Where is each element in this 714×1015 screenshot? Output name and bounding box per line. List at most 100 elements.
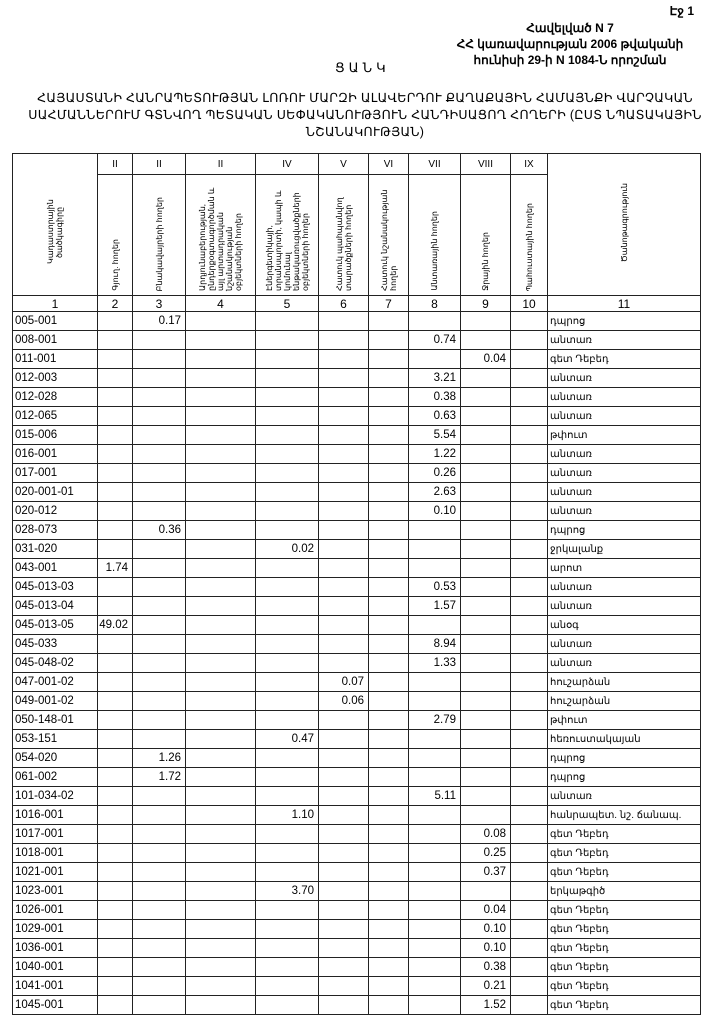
column-number-row: 1 2 3 4 5 6 7 8 9 10 11 (12, 295, 701, 312)
note-cell: դպրոց (547, 767, 701, 787)
note-cell: անտառ (547, 330, 701, 350)
area-cell (368, 786, 409, 806)
area-cell (368, 767, 409, 787)
table-row: 061-002 1.72 դպրոց (12, 767, 701, 787)
cadastral-code: 031-020 (12, 539, 98, 559)
table-row: 101-034-02 5.11 անտառ (12, 786, 701, 806)
table-row: 011-001 0.04 գետ Դեբեդ (12, 349, 701, 369)
area-cell (368, 463, 409, 483)
area-cell (460, 330, 511, 350)
area-cell (318, 501, 369, 521)
area-cell (185, 691, 256, 711)
table-row: 054-020 1.26 դպրոց (12, 748, 701, 768)
header-cell: Ծանոթագրություն (547, 153, 701, 296)
header-text: Էներգետիկայի, տրանսպորտի, կապի և կոմունա… (264, 190, 310, 291)
area-cell (318, 900, 369, 920)
area-cell (510, 881, 548, 901)
area-cell: 1.22 (408, 444, 461, 464)
area-cell (185, 311, 256, 331)
area-cell (132, 615, 186, 635)
area-cell (255, 615, 319, 635)
area-cell: 0.10 (460, 938, 511, 958)
area-cell (185, 463, 256, 483)
area-cell (510, 634, 548, 654)
area-cell (510, 444, 548, 464)
area-cell (510, 919, 548, 939)
cadastral-code: 016-001 (12, 444, 98, 464)
area-cell (185, 368, 256, 388)
note-cell: անտառ (547, 387, 701, 407)
area-cell (132, 691, 186, 711)
area-cell (460, 425, 511, 445)
column-number: 8 (408, 295, 461, 312)
area-cell (132, 805, 186, 825)
table-row: 028-073 0.36 դպրոց (12, 520, 701, 540)
area-cell (132, 406, 186, 426)
list-heading: ՑԱՆԿ (335, 60, 390, 75)
area-cell (510, 463, 548, 483)
note-cell: թփուտ (547, 710, 701, 730)
area-cell (318, 558, 369, 578)
roman-numeral: II (185, 153, 256, 175)
note-cell: գետ Դեբեդ (547, 843, 701, 863)
area-cell (185, 767, 256, 787)
area-cell (368, 387, 409, 407)
area-cell (185, 786, 256, 806)
area-cell (318, 330, 369, 350)
header-text: Ծանոթագրություն (619, 182, 629, 263)
area-cell (185, 444, 256, 464)
column-number: 3 (132, 295, 186, 312)
area-cell (460, 482, 511, 502)
area-cell (255, 425, 319, 445)
area-cell (318, 596, 369, 616)
area-cell (185, 330, 256, 350)
area-cell: 3.21 (408, 368, 461, 388)
note-cell: անտառ (547, 653, 701, 673)
area-cell (185, 596, 256, 616)
area-cell (510, 330, 548, 350)
area-cell: 0.08 (460, 824, 511, 844)
roman-header-row: Կադաստրային ծածկագիրը II II II IV V VI VII VIII I… (12, 153, 701, 296)
cadastral-code: 1045-001 (12, 995, 98, 1015)
table-row: 012-003 3.21 անտառ (12, 368, 701, 388)
column-number: 10 (510, 295, 548, 312)
area-cell (132, 634, 186, 654)
area-cell (185, 995, 256, 1015)
cadastral-code: 1016-001 (12, 805, 98, 825)
area-cell (368, 615, 409, 635)
cadastral-code: 012-028 (12, 387, 98, 407)
area-cell (132, 995, 186, 1015)
note-cell: գետ Դեբեդ (547, 957, 701, 977)
area-cell (255, 520, 319, 540)
cadastral-code: 015-006 (12, 425, 98, 445)
area-cell (255, 843, 319, 863)
cadastral-code: 045-048-02 (12, 653, 98, 673)
cadastral-code: 020-001-01 (12, 482, 98, 502)
area-cell (185, 653, 256, 673)
area-cell: 5.11 (408, 786, 461, 806)
area-cell (132, 425, 186, 445)
area-cell (368, 900, 409, 920)
area-cell (255, 862, 319, 882)
area-cell (97, 976, 133, 996)
table-row: 049-001-02 0.06 հուշարձան (12, 691, 701, 711)
area-cell (185, 425, 256, 445)
column-number: 4 (185, 295, 256, 312)
header-text: Հատուկ պահպանվող տարածքների հողեր (334, 197, 353, 291)
area-cell (368, 311, 409, 331)
header-cell: Էներգետիկայի, տրանսպորտի, կապի և կոմունա… (255, 174, 319, 296)
header-row: Գյուղ. հողեր Բնակավայրերի հողեր Արդյունաբե… (13, 174, 701, 296)
area-cell (368, 881, 409, 901)
area-cell (460, 368, 511, 388)
area-cell (460, 729, 511, 749)
area-cell: 1.26 (132, 748, 186, 768)
annex-line: ՀՀ կառավարության 2006 թվականի (456, 37, 684, 51)
area-cell (132, 957, 186, 977)
roman-numeral: VI (368, 153, 409, 175)
note-cell: արոտ (547, 558, 701, 578)
area-cell (255, 938, 319, 958)
note-cell: անտառ (547, 463, 701, 483)
area-cell (132, 558, 186, 578)
roman-numeral: VII (408, 153, 461, 175)
table-row: 043-001 1.74 արոտ (12, 558, 701, 578)
